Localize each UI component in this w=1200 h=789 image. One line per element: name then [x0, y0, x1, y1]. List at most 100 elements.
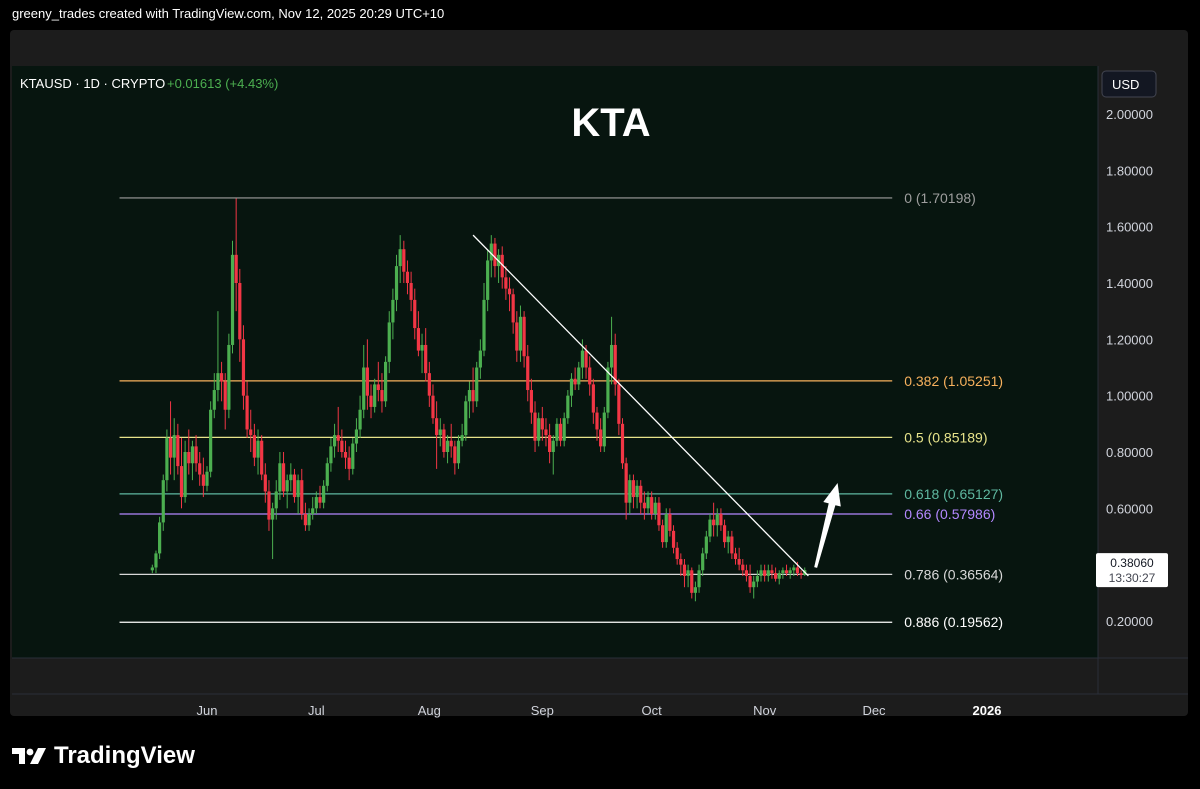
last-price-value: 0.38060 [1110, 556, 1154, 570]
candle-body [628, 480, 632, 503]
candle-body [609, 344, 614, 368]
candle-body [365, 367, 369, 396]
candle-body [427, 373, 431, 396]
candle-body [537, 418, 541, 441]
candle-body [369, 395, 373, 407]
candle-body [325, 463, 329, 486]
candle-body [620, 423, 625, 464]
candle-body [555, 423, 559, 441]
fib-level-label: 0.786 (0.36564) [904, 566, 1003, 582]
candle-body [449, 440, 453, 447]
candle-body [219, 373, 224, 382]
candle-body [409, 283, 413, 300]
candle-body [172, 435, 176, 458]
candle-body [558, 423, 563, 441]
candle-body [373, 384, 377, 407]
candle-body [551, 440, 555, 452]
candle-body [584, 350, 588, 368]
candle-body [223, 381, 227, 410]
candle-body [500, 254, 504, 278]
candle-body [471, 390, 475, 402]
candle-body [362, 367, 366, 410]
chart-title: KTA [571, 101, 650, 145]
candle-body [788, 570, 792, 574]
candle-body [679, 559, 683, 565]
candle-body [741, 564, 745, 571]
candle-body [445, 440, 450, 452]
time-tick-label: 2026 [973, 703, 1002, 718]
candle-body [318, 497, 322, 503]
candle-body [631, 480, 636, 498]
candle-body [708, 519, 712, 537]
candle-body [234, 254, 238, 283]
candle-body [617, 384, 621, 424]
candle-body [799, 573, 803, 575]
candle-body [241, 339, 246, 396]
candle-body [770, 570, 774, 574]
candle-body [198, 463, 202, 475]
price-tick-label: 0.60000 [1106, 501, 1153, 516]
drawings[interactable] [472, 234, 841, 577]
candle-body [726, 536, 730, 543]
candle-body [168, 437, 173, 458]
candle-body [591, 384, 595, 413]
candle-body [165, 437, 169, 481]
trendline[interactable] [472, 234, 809, 577]
candle-body [646, 497, 650, 509]
price-tick-label: 1.40000 [1106, 276, 1153, 291]
candle-body [493, 243, 497, 267]
candle-body [795, 567, 800, 574]
candle-body [209, 409, 213, 472]
tradingview-brand[interactable]: TradingView [12, 742, 195, 770]
currency-button-frame[interactable] [1101, 70, 1157, 98]
candle-body [307, 513, 311, 526]
candle-body [435, 418, 439, 436]
fib-level-label: 0.382 (1.05251) [904, 373, 1003, 389]
currency-button[interactable]: USD [1101, 70, 1157, 98]
candle-body [252, 435, 256, 458]
price-tick-label: 1.20000 [1106, 332, 1153, 347]
chart-caption: greeny_trades created with TradingView.c… [12, 6, 445, 21]
candle-body [402, 249, 406, 272]
candle-body [216, 373, 220, 391]
time-axis[interactable]: Jun Jul Aug Sep Oct Nov Dec 2026 [197, 703, 1002, 718]
candle-body [205, 471, 209, 486]
price-tick-label: 1.00000 [1106, 389, 1153, 404]
candle-body [438, 429, 442, 436]
candle-body [467, 390, 472, 402]
candle-body [296, 480, 300, 498]
candle-body [329, 446, 333, 464]
price-axis[interactable]: 2.00000 1.80000 1.60000 1.40000 1.20000 1.000… [1106, 107, 1153, 629]
fibonacci-retracement[interactable]: 0 (1.70198) 0.382 (1.05251) 0.5 (0.85189) 0… [119, 190, 1004, 630]
bar-countdown: 13:30:27 [1109, 571, 1156, 585]
candle-body [482, 299, 486, 351]
candle-body [690, 570, 694, 593]
candle-body [686, 570, 690, 576]
candle-body [712, 519, 716, 526]
candle-body [533, 412, 537, 441]
candle-body [766, 570, 770, 576]
candle-body [238, 283, 242, 340]
price-tick-label: 1.60000 [1106, 220, 1153, 235]
candle-body [507, 288, 512, 295]
candle-body [661, 525, 665, 543]
candle-body [292, 474, 297, 498]
candle-body [271, 508, 275, 520]
candle-body [311, 508, 315, 514]
candle-body [394, 266, 399, 300]
candle-body [322, 485, 326, 503]
time-tick-label: Jun [197, 703, 218, 718]
candle-body [733, 553, 738, 560]
candle-body [566, 395, 570, 419]
candle-body [398, 249, 402, 267]
currency-button-label[interactable]: USD [1112, 77, 1139, 92]
candle-body [351, 443, 355, 469]
symbol-info[interactable]: KTAUSD · 1D · CRYPTO [20, 76, 165, 91]
candle-body [194, 446, 198, 464]
candle-body [664, 513, 668, 543]
candle-body [336, 435, 340, 441]
candle-body [456, 440, 461, 464]
price-tick-label: 0.20000 [1106, 614, 1153, 629]
breakout-arrow[interactable] [814, 483, 841, 568]
